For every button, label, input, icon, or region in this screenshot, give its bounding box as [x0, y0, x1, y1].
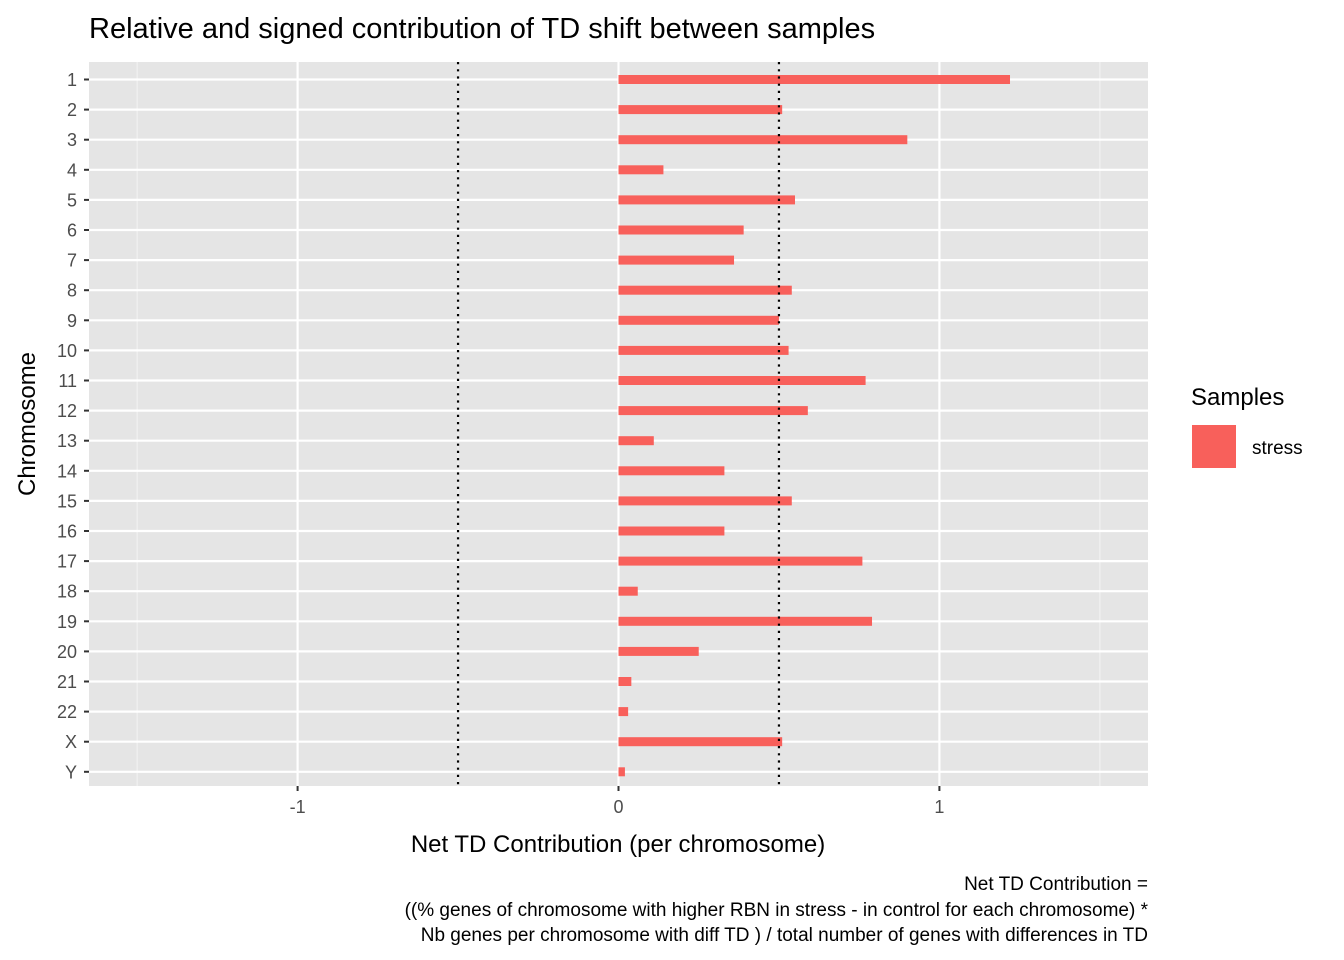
bar-chromosome-9 [618, 315, 779, 325]
y-tick-label: 3 [67, 130, 77, 150]
x-axis: -1 0 1 [290, 786, 944, 817]
bar-chromosome-17 [618, 556, 863, 566]
caption-line-1: Net TD Contribution = [964, 874, 1148, 895]
y-tick-label: 2 [67, 100, 77, 120]
bar-chromosome-3 [618, 135, 908, 145]
y-tick-label: 13 [57, 431, 77, 451]
bar-chromosome-8 [618, 285, 792, 295]
y-tick-label: 15 [57, 491, 77, 511]
y-tick-label: 22 [57, 702, 77, 722]
bar-chromosome-10 [618, 345, 789, 355]
caption-line-3: Nb genes per chromosome with diff TD ) /… [421, 925, 1148, 946]
plot-panel [89, 62, 1148, 786]
bar-chromosome-X [618, 737, 783, 747]
y-tick-label: 20 [57, 642, 77, 662]
y-tick-label: 9 [67, 311, 77, 331]
chart-title: Relative and signed contribution of TD s… [89, 13, 875, 45]
y-tick-label: 1 [67, 70, 77, 90]
bar-chromosome-19 [618, 616, 873, 626]
y-axis-title: Chromosome [14, 352, 41, 496]
bar-chromosome-16 [618, 526, 725, 536]
bar-chromosome-13 [618, 436, 654, 446]
y-tick-label: 10 [57, 341, 77, 361]
bar-chromosome-21 [618, 677, 632, 686]
y-tick-label: 21 [57, 672, 77, 692]
x-tick-label: 0 [613, 797, 623, 817]
y-tick-label: X [65, 732, 77, 752]
caption: Net TD Contribution = ((% genes of chrom… [405, 874, 1149, 946]
y-tick-label: 14 [57, 461, 77, 481]
bar-chromosome-11 [618, 376, 866, 385]
y-tick-label: Y [65, 762, 77, 782]
bar-chromosome-5 [618, 195, 795, 205]
x-axis-title: Net TD Contribution (per chromosome) [411, 831, 825, 858]
y-tick-label: 12 [57, 401, 77, 421]
reference-lines [456, 62, 781, 786]
bar-chromosome-1 [618, 75, 1011, 84]
caption-line-2: ((% genes of chromosome with higher RBN … [405, 900, 1149, 921]
bar-chromosome-12 [618, 406, 808, 416]
y-tick-label: 5 [67, 190, 77, 210]
y-tick-label: 19 [57, 612, 77, 632]
y-tick-label: 18 [57, 582, 77, 602]
bar-chromosome-6 [618, 225, 744, 235]
bar-chromosome-4 [618, 165, 664, 175]
bar-chromosome-15 [618, 496, 792, 506]
bar-chromosome-7 [618, 255, 735, 265]
y-tick-label: 6 [67, 221, 77, 241]
legend: Samples stress [1191, 384, 1303, 468]
x-tick-label: -1 [290, 797, 306, 817]
legend-label-stress: stress [1252, 438, 1303, 459]
bar-chromosome-Y [618, 767, 625, 777]
bar-chromosome-2 [618, 105, 783, 115]
y-tick-label: 4 [67, 160, 77, 180]
bars [618, 75, 1011, 777]
bar-chromosome-14 [618, 466, 725, 476]
y-tick-label: 17 [57, 552, 77, 572]
y-tick-label: 8 [67, 281, 77, 301]
x-tick-label: 1 [934, 797, 944, 817]
y-tick-label: 16 [57, 522, 77, 542]
y-tick-label: 11 [58, 371, 77, 391]
bar-chromosome-20 [618, 646, 699, 656]
legend-key-stress [1192, 425, 1236, 468]
legend-title: Samples [1191, 384, 1284, 411]
y-tick-label: 7 [67, 251, 77, 271]
bar-chromosome-18 [618, 586, 638, 596]
bar-chromosome-22 [618, 707, 629, 717]
